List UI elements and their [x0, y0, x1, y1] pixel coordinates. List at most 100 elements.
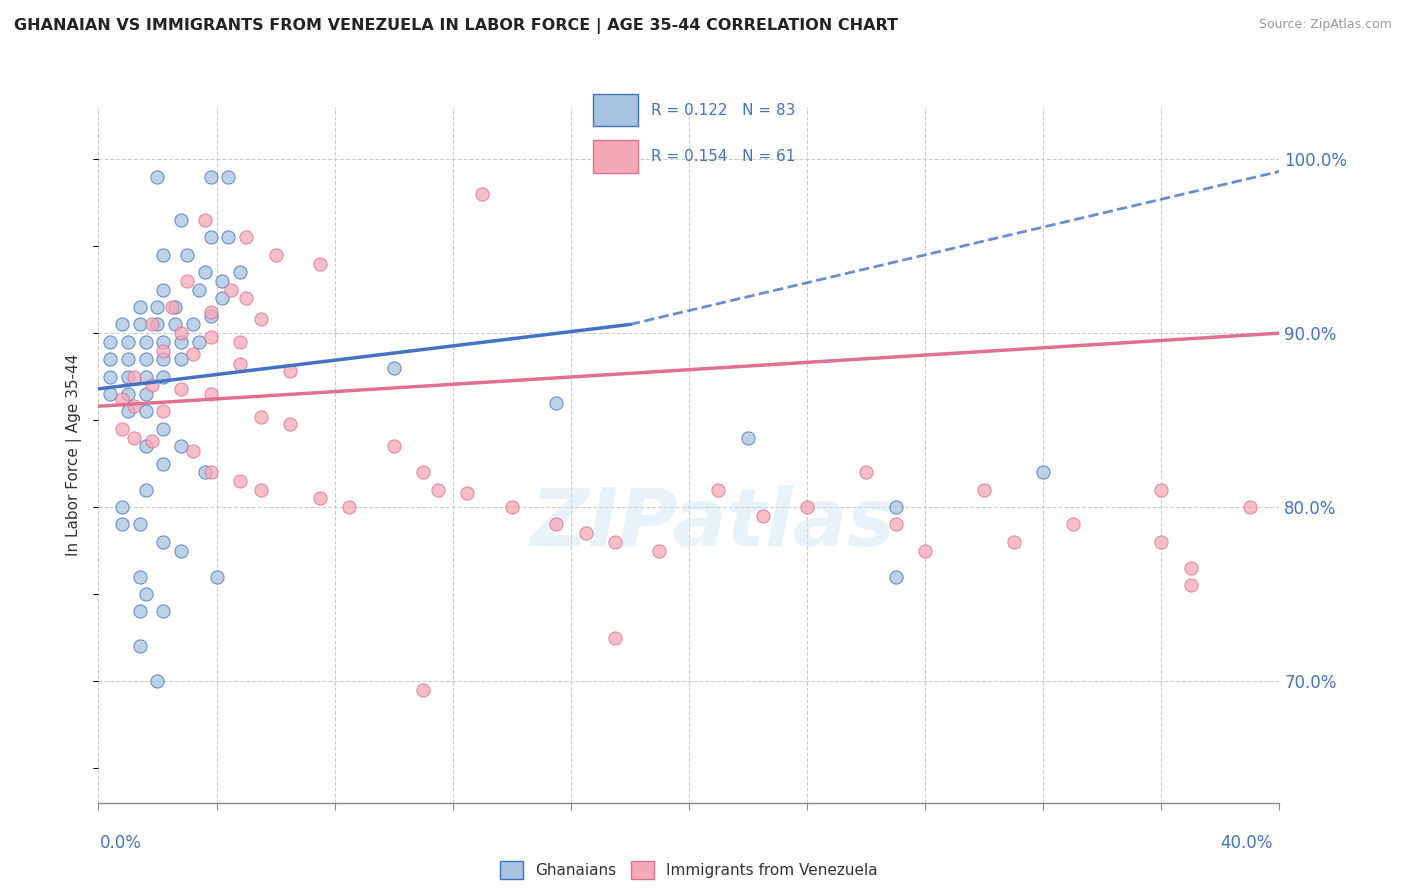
Point: [135, 334, 157, 349]
Point: [457, 486, 479, 500]
Point: [117, 334, 139, 349]
FancyBboxPatch shape: [593, 140, 638, 173]
Point: [884, 570, 907, 584]
Point: [309, 256, 332, 270]
Point: [170, 334, 193, 349]
Point: [152, 334, 174, 349]
Point: [128, 300, 150, 314]
Point: [176, 274, 198, 288]
Point: [170, 213, 193, 227]
Point: [1150, 534, 1173, 549]
Point: [98, 387, 121, 401]
Point: [170, 326, 193, 340]
Point: [309, 491, 332, 506]
Point: [135, 439, 157, 453]
Point: [141, 318, 163, 332]
Point: [1032, 466, 1054, 480]
Point: [250, 312, 273, 326]
Point: [128, 318, 150, 332]
Point: [135, 587, 157, 601]
Point: [152, 422, 174, 436]
Point: [111, 392, 134, 407]
Point: [152, 343, 174, 358]
Text: ZIPatlas: ZIPatlas: [530, 485, 896, 564]
Point: [128, 570, 150, 584]
Point: [162, 300, 183, 314]
Point: [152, 605, 174, 619]
Y-axis label: In Labor Force | Age 35-44: In Labor Force | Age 35-44: [66, 354, 83, 556]
Point: [111, 318, 134, 332]
Point: [412, 466, 434, 480]
Point: [884, 517, 907, 532]
Point: [117, 369, 139, 384]
Point: [200, 309, 222, 323]
Point: [200, 305, 222, 319]
Point: [181, 347, 204, 361]
Point: [111, 422, 134, 436]
Point: [200, 329, 222, 343]
Point: [146, 674, 169, 689]
Point: [471, 186, 494, 201]
Point: [128, 517, 150, 532]
Point: [1150, 483, 1173, 497]
Point: [122, 399, 145, 413]
Point: [1239, 500, 1261, 514]
FancyBboxPatch shape: [593, 94, 638, 127]
Point: [884, 500, 907, 514]
Text: 0.0%: 0.0%: [100, 834, 142, 852]
Point: [152, 534, 174, 549]
Point: [575, 526, 598, 541]
Point: [648, 543, 671, 558]
Point: [855, 466, 877, 480]
Point: [501, 500, 523, 514]
Point: [235, 291, 257, 305]
Point: [605, 534, 627, 549]
Point: [1180, 578, 1202, 592]
Point: [205, 570, 228, 584]
Point: [152, 369, 174, 384]
Point: [546, 395, 568, 409]
Point: [339, 500, 361, 514]
Point: [382, 439, 405, 453]
Point: [181, 318, 204, 332]
Point: [141, 434, 163, 448]
Point: [707, 483, 730, 497]
Point: [141, 378, 163, 392]
Point: [152, 283, 174, 297]
Point: [1180, 561, 1202, 575]
Point: [128, 639, 150, 653]
Point: [1002, 534, 1025, 549]
Point: [146, 300, 169, 314]
Point: [427, 483, 450, 497]
Text: 40.0%: 40.0%: [1220, 834, 1272, 852]
Point: [229, 334, 252, 349]
Point: [187, 334, 209, 349]
Point: [194, 213, 217, 227]
Point: [914, 543, 936, 558]
Point: [165, 300, 187, 314]
Text: R = 0.154   N = 61: R = 0.154 N = 61: [651, 149, 796, 164]
Point: [152, 404, 174, 418]
Point: [264, 248, 287, 262]
Point: [152, 457, 174, 471]
Point: [170, 439, 193, 453]
Point: [973, 483, 995, 497]
Point: [146, 318, 169, 332]
Point: [280, 364, 302, 378]
Point: [382, 360, 405, 375]
Point: [181, 444, 204, 458]
Point: [170, 352, 193, 367]
Point: [146, 169, 169, 184]
Point: [752, 508, 775, 523]
Point: [200, 466, 222, 480]
Point: [200, 387, 222, 401]
Point: [412, 682, 434, 697]
Point: [546, 517, 568, 532]
Point: [135, 404, 157, 418]
Point: [229, 265, 252, 279]
Point: [194, 466, 217, 480]
Point: [211, 274, 233, 288]
Point: [122, 369, 145, 384]
Text: R = 0.122   N = 83: R = 0.122 N = 83: [651, 103, 796, 118]
Point: [250, 483, 273, 497]
